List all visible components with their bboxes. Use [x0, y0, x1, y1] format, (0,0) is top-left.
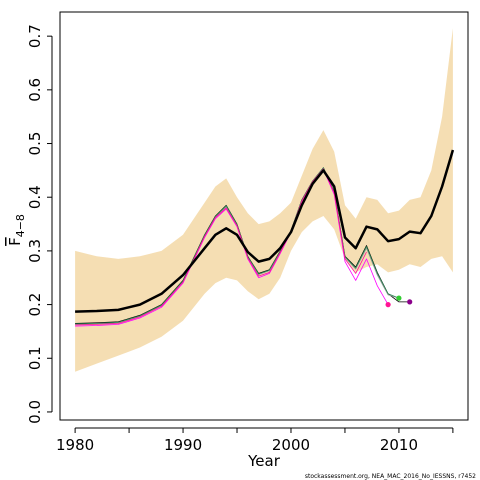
- endpoint-marker-1: [396, 295, 402, 301]
- y-tick-label-2: 0.2: [26, 293, 44, 317]
- series-line-4: [75, 168, 389, 327]
- y-axis-title-main: F: [6, 237, 24, 246]
- endpoint-markers-layer: [385, 295, 413, 308]
- y-tick-label-5: 0.5: [26, 132, 44, 156]
- y-tick-label-1: 0.1: [26, 346, 44, 370]
- y-tick-label-7: 0.7: [26, 24, 44, 48]
- y-axis-title-subscript: 4−8: [14, 214, 27, 237]
- plot-frame: [59, 11, 469, 421]
- credit-text: stockassessment.org, NEA_MAC_2016_No_IES…: [305, 473, 476, 480]
- y-tick-label-3: 0.3: [26, 239, 44, 263]
- x-tick-label-1980: 1980: [56, 436, 94, 454]
- series-layer: [75, 149, 455, 327]
- endpoint-marker-0: [385, 302, 391, 308]
- y-axis-title: F4−8: [6, 214, 27, 246]
- series-line-0: [75, 149, 455, 313]
- series-line-3: [75, 167, 400, 325]
- y-tick-label-4: 0.4: [26, 185, 44, 209]
- y-tick-label-0: 0.0: [26, 400, 44, 424]
- axes-layer: 1980 1990 2000 2010 0.0 0.1 0.2 0.3 0.4 0.5 0.6 0.7: [26, 24, 454, 454]
- x-tick-label-2000: 2000: [272, 436, 310, 454]
- y-tick-label-6: 0.6: [26, 78, 44, 102]
- x-tick-label-1990: 1990: [164, 436, 202, 454]
- endpoint-marker-2: [407, 299, 413, 305]
- x-axis-title: Year: [247, 452, 281, 470]
- series-line-5: [75, 168, 367, 326]
- x-tick-label-2010: 2010: [380, 436, 418, 454]
